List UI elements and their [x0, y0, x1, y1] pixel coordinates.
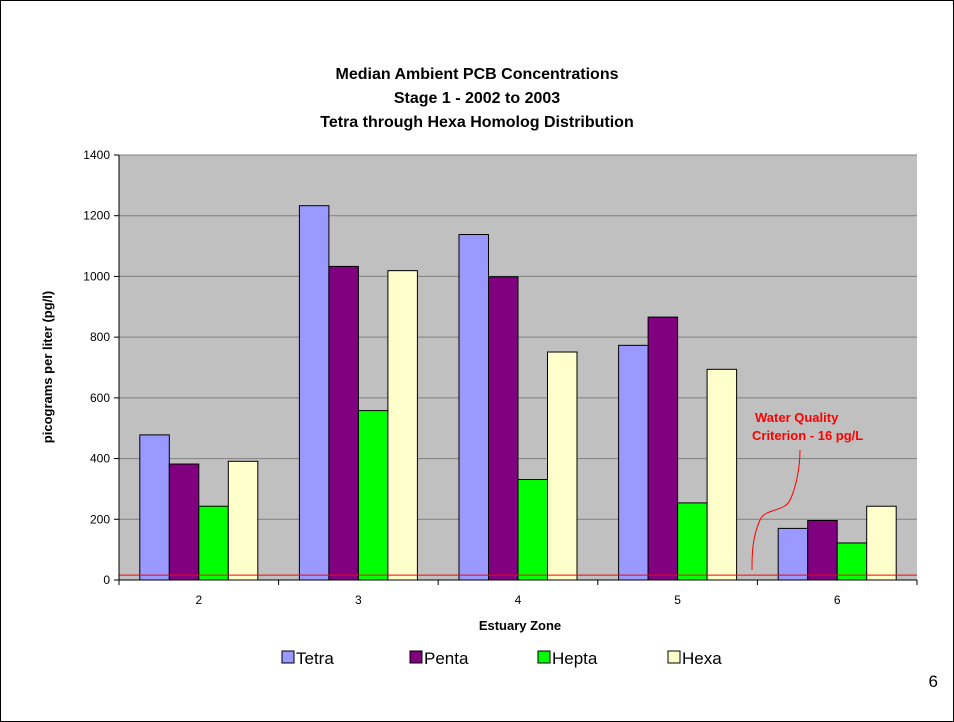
bar-hexa-zone-3	[387, 270, 418, 581]
bar-tetra-zone-5	[618, 344, 649, 581]
bar-hepta-zone-3	[357, 410, 389, 581]
bar-hepta-zone-2	[198, 505, 229, 581]
criterion-annotation-line-1: Water Quality	[755, 410, 839, 425]
legend-label-hexa: Hexa	[682, 649, 722, 668]
bar-penta-zone-2	[168, 463, 200, 581]
x-tick-label-2: 2	[195, 593, 202, 607]
y-tick-label-1200: 1200	[83, 209, 110, 223]
legend-label-tetra: Tetra	[296, 649, 334, 668]
bar-hexa-zone-4	[547, 351, 578, 581]
bar-penta-zone-5	[647, 316, 679, 581]
y-tick-label-600: 600	[90, 391, 110, 405]
bar-hepta-zone-5	[677, 502, 708, 581]
chart-title-line-1: Median Ambient PCB Concentrations	[336, 66, 619, 83]
bar-hepta-zone-4	[517, 479, 548, 581]
legend-swatch-hepta	[537, 650, 551, 664]
page-number: 6	[928, 672, 938, 691]
legend: Tetra Penta Hepta Hexa	[281, 649, 722, 668]
bar-tetra-zone-2	[139, 434, 170, 581]
legend-swatch-tetra	[281, 650, 295, 664]
bar-hexa-zone-6	[866, 505, 897, 581]
y-tick-label-200: 200	[90, 512, 110, 526]
bar-hexa-zone-2	[227, 460, 259, 581]
x-tick-label-5: 5	[674, 593, 681, 607]
legend-label-penta: Penta	[424, 649, 469, 668]
legend-label-hepta: Hepta	[552, 649, 598, 668]
bar-penta-zone-4	[488, 276, 519, 581]
bar-tetra-zone-6	[777, 527, 809, 581]
chart-title-line-3: Tetra through Hexa Homolog Distribution	[320, 114, 633, 131]
y-tick-label-800: 800	[90, 330, 110, 344]
bar-penta-zone-6	[807, 520, 838, 581]
y-tick-label-400: 400	[90, 452, 110, 466]
criterion-annotation-line-2: Criterion - 16 pg/L	[752, 428, 863, 443]
chart-title-line-2: Stage 1 - 2002 to 2003	[394, 90, 560, 107]
x-axis-label: Estuary Zone	[479, 618, 561, 633]
bar-tetra-zone-4	[458, 234, 489, 581]
plot-area: 0 200 400 600 800 1000 1200 1400 2 3 4 5 6	[83, 148, 918, 607]
bar-hepta-zone-6	[836, 542, 868, 581]
y-tick-label-1000: 1000	[83, 269, 110, 283]
bar-tetra-zone-3	[298, 205, 330, 581]
x-tick-label-3: 3	[355, 593, 362, 607]
legend-swatch-hexa	[667, 650, 681, 664]
x-tick-label-4: 4	[515, 593, 522, 607]
y-tick-label-0: 0	[103, 573, 110, 587]
legend-swatch-penta	[409, 650, 423, 664]
y-axis-label: picograms per liter (pg/l)	[40, 291, 55, 443]
criterion-annotation-leader	[751, 449, 801, 571]
bar-hexa-zone-5	[706, 368, 738, 581]
x-tick-label-6: 6	[834, 593, 841, 607]
bar-penta-zone-3	[328, 265, 359, 581]
y-tick-label-1400: 1400	[83, 148, 110, 162]
